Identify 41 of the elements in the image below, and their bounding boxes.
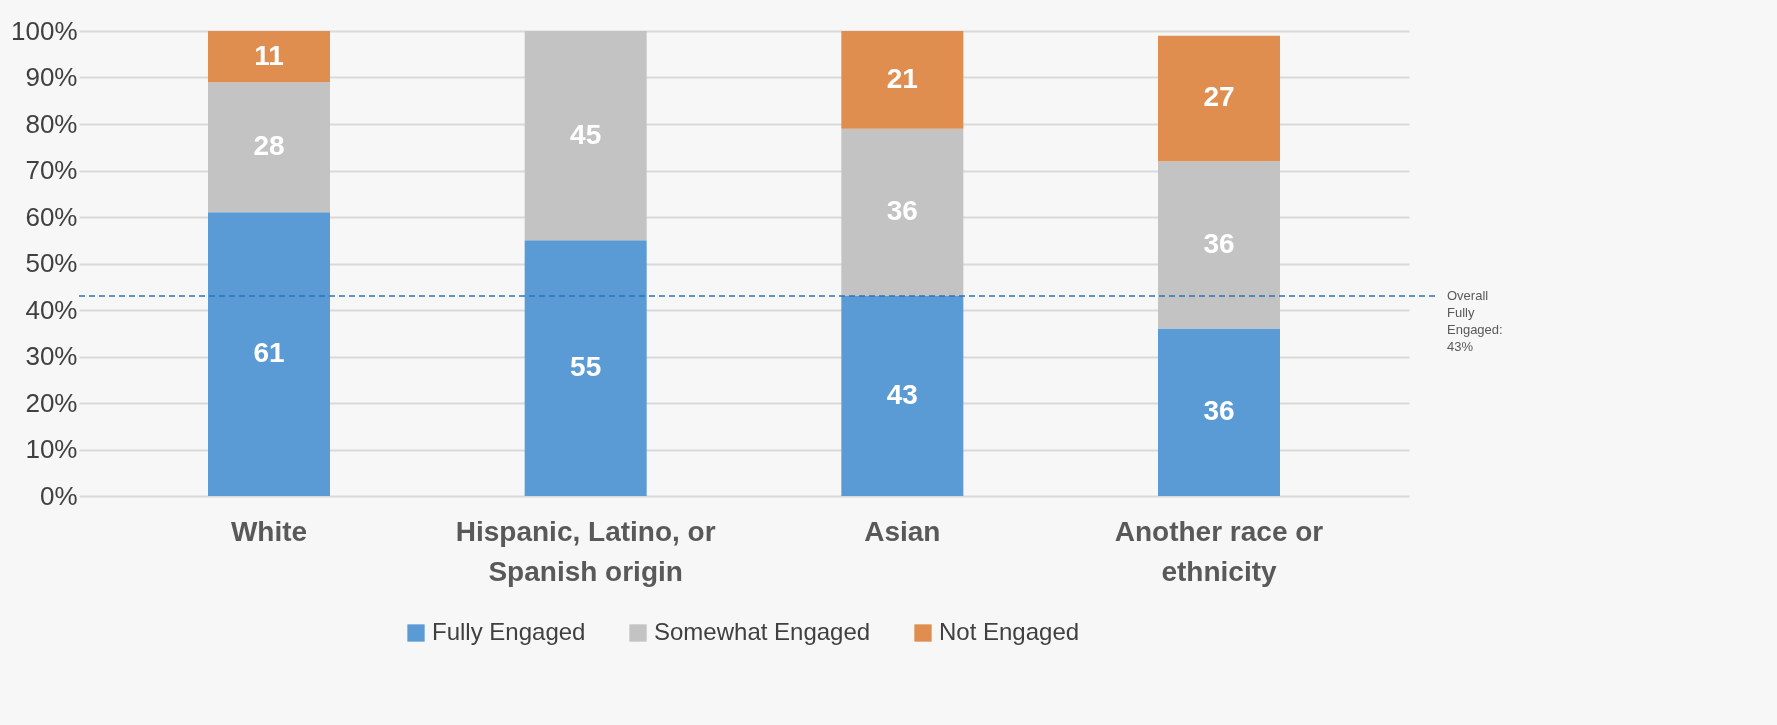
data-label: 36 <box>886 195 918 227</box>
legend-label: Not Engaged <box>939 618 1080 645</box>
x-tick-label: Another race or ethnicity <box>1114 515 1324 587</box>
data-label: 28 <box>253 130 285 162</box>
bar <box>208 212 330 496</box>
data-label: 11 <box>254 39 284 71</box>
data-label: 55 <box>570 351 602 383</box>
data-label: 43 <box>886 379 918 411</box>
y-tick-label: 10% <box>25 434 78 464</box>
bar <box>1158 161 1280 329</box>
data-label: 27 <box>1203 81 1235 113</box>
ref-line-label: Overall Fully Engaged: 43% <box>1447 288 1503 355</box>
y-tick-label: 20% <box>25 387 78 418</box>
bar <box>208 31 330 83</box>
x-tick-label: Hispanic, Latino, or Spanish origin <box>455 515 716 587</box>
y-tick-label: 60% <box>25 201 78 232</box>
data-label: 36 <box>1203 227 1235 259</box>
bar <box>524 31 647 241</box>
bar <box>841 296 964 496</box>
legend-label: Somewhat Engaged <box>654 618 871 645</box>
y-tick-label: 90% <box>25 62 78 92</box>
bar <box>1158 35 1280 162</box>
x-tick-label: White <box>230 515 308 547</box>
bar <box>841 31 964 129</box>
y-tick-label: 80% <box>25 108 78 139</box>
y-tick-label: 0% <box>39 480 78 511</box>
data-label: 21 <box>886 62 918 94</box>
bar <box>208 82 330 213</box>
y-tick-label: 40% <box>25 294 78 325</box>
y-tick-label: 100% <box>11 15 78 46</box>
bar <box>841 128 964 297</box>
x-tick-label: Asian <box>864 515 941 547</box>
y-tick-label: 70% <box>25 155 78 185</box>
data-label: 45 <box>570 118 602 150</box>
legend-label: Fully Engaged <box>432 618 586 645</box>
data-label: 36 <box>1203 395 1235 427</box>
data-label: 61 <box>253 337 285 369</box>
bar <box>524 240 647 496</box>
bar <box>1158 328 1280 496</box>
y-tick-label: 30% <box>25 341 78 371</box>
y-tick-label: 50% <box>25 248 78 278</box>
